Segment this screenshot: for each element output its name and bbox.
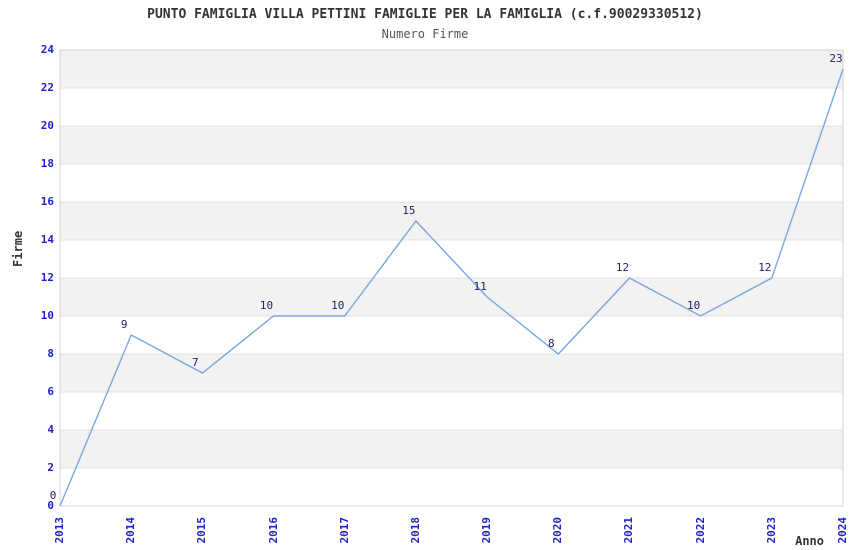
y-tick-label: 8	[47, 347, 54, 360]
grid-band	[60, 278, 843, 316]
y-tick-label: 12	[40, 271, 54, 284]
data-point-label: 0	[49, 489, 57, 502]
y-tick-label: 0	[47, 499, 54, 512]
data-point-label: 12	[615, 261, 630, 274]
x-tick-label: 2014	[124, 517, 138, 544]
data-point-label: 12	[758, 261, 772, 274]
x-tick-label: 2020	[551, 517, 565, 544]
y-tick-label: 4	[47, 423, 54, 436]
data-point-label: 15	[402, 204, 416, 217]
x-tick-label: 2019	[480, 517, 494, 544]
y-tick-label: 18	[40, 157, 54, 170]
data-point-label: 23	[829, 52, 843, 65]
chart-subtitle: Numero Firme	[381, 27, 469, 41]
y-axis-title: Firme	[11, 230, 25, 267]
y-tick-label: 10	[40, 309, 54, 322]
data-series-line	[59, 68, 844, 507]
x-tick-label: 2017	[337, 517, 351, 544]
y-tick-label: 2	[47, 461, 54, 474]
x-tick-label: 2024	[836, 517, 849, 544]
x-tick-label: 2016	[266, 517, 280, 544]
data-point-label: 8	[547, 337, 555, 350]
y-tick-label: 6	[47, 385, 54, 398]
y-tick-label: 16	[40, 195, 54, 208]
x-tick-label: 2018	[408, 517, 422, 544]
x-tick-label: 2022	[693, 517, 707, 544]
x-tick-label: 2015	[195, 517, 209, 544]
data-point-label: 11	[473, 280, 487, 293]
data-point-label: 9	[120, 318, 128, 331]
grid-band	[60, 354, 843, 392]
chart-title: PUNTO FAMIGLIA VILLA PETTINI FAMIGLIE PE…	[147, 7, 703, 22]
grid-band	[60, 50, 843, 88]
y-tick-label: 24	[40, 43, 54, 56]
plot-border	[59, 49, 844, 507]
y-tick-label: 20	[40, 119, 54, 132]
grid-band	[60, 202, 843, 240]
data-point-label: 10	[331, 299, 345, 312]
grid-band	[60, 430, 843, 468]
data-point-label: 10	[259, 299, 274, 312]
x-tick-label: 2021	[622, 517, 636, 544]
y-tick-label: 22	[40, 81, 54, 94]
x-tick-label: 2013	[53, 517, 66, 544]
x-tick-label: 2023	[764, 517, 778, 544]
x-axis-title: Anno	[795, 534, 824, 548]
grid-band	[60, 126, 843, 164]
data-point-label: 10	[687, 299, 701, 312]
y-tick-label: 14	[40, 233, 54, 246]
data-point-label: 7	[192, 356, 199, 369]
